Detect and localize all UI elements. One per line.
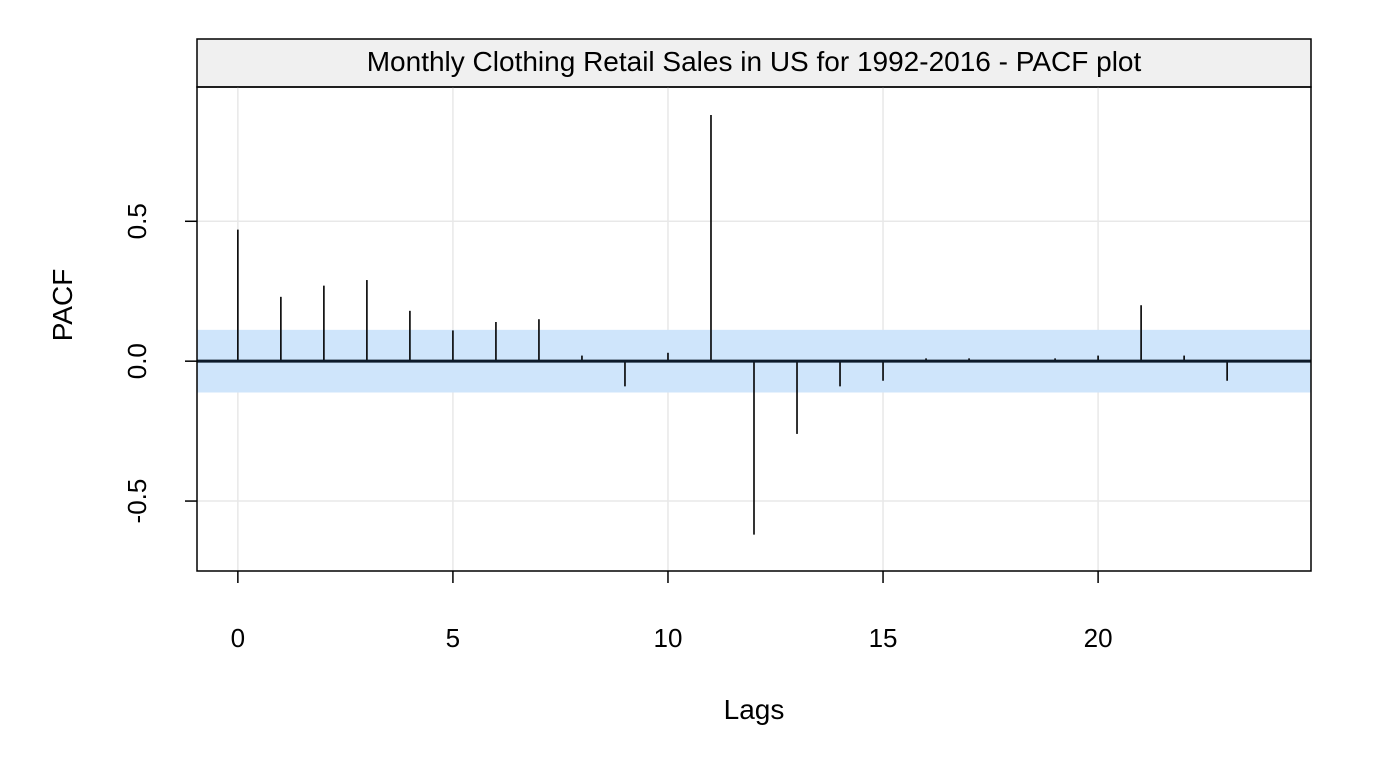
y-tick-label-0.0: 0.0 xyxy=(122,343,152,379)
x-tick-label-10: 10 xyxy=(654,623,683,653)
title-strip xyxy=(196,38,1312,88)
pacf-stems xyxy=(237,114,1228,535)
y-axis: -0.5 0.0 0.5 xyxy=(122,203,197,523)
x-tick-label-20: 20 xyxy=(1084,623,1113,653)
x-axis-title: Lags xyxy=(724,694,785,725)
x-tick-label-0: 0 xyxy=(231,623,245,653)
x-tick-label-5: 5 xyxy=(446,623,460,653)
plot-frame xyxy=(196,86,1312,572)
y-tick-label-0.5: 0.5 xyxy=(122,203,152,239)
chart-title: Monthly Clothing Retail Sales in US for … xyxy=(367,46,1142,77)
y-tick-label--0.5: -0.5 xyxy=(122,479,152,524)
x-axis: 0 5 10 15 20 xyxy=(231,571,1113,653)
y-axis-title: PACF xyxy=(47,269,78,342)
x-tick-label-15: 15 xyxy=(869,623,898,653)
